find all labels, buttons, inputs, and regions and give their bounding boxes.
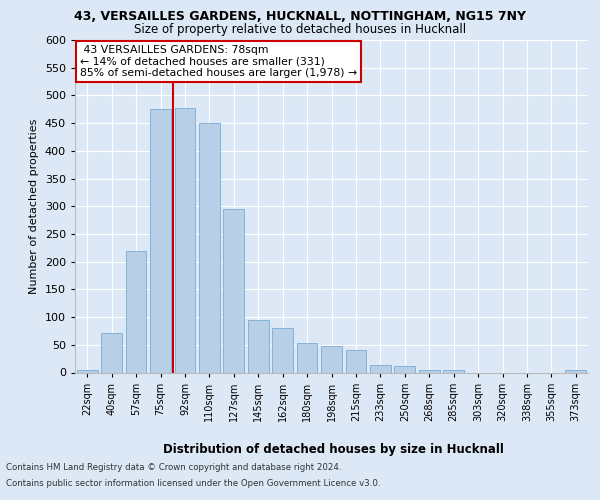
Text: Size of property relative to detached houses in Hucknall: Size of property relative to detached ho…	[134, 22, 466, 36]
Bar	[296, 343, 317, 372]
Bar	[565, 370, 586, 372]
Text: 43 VERSAILLES GARDENS: 78sqm
← 14% of detached houses are smaller (331)
85% of s: 43 VERSAILLES GARDENS: 78sqm ← 14% of de…	[80, 45, 357, 78]
Bar	[125, 250, 146, 372]
Bar	[346, 350, 367, 372]
Bar	[370, 366, 391, 372]
Bar	[248, 320, 269, 372]
Text: Contains HM Land Registry data © Crown copyright and database right 2024.: Contains HM Land Registry data © Crown c…	[6, 464, 341, 472]
Y-axis label: Number of detached properties: Number of detached properties	[29, 118, 39, 294]
Bar	[321, 346, 342, 372]
Bar	[443, 370, 464, 372]
Bar	[199, 123, 220, 372]
Bar	[272, 328, 293, 372]
Bar	[77, 370, 98, 372]
Text: 43, VERSAILLES GARDENS, HUCKNALL, NOTTINGHAM, NG15 7NY: 43, VERSAILLES GARDENS, HUCKNALL, NOTTIN…	[74, 10, 526, 23]
Bar	[394, 366, 415, 372]
Bar	[419, 370, 440, 372]
Bar	[150, 110, 171, 372]
Text: Contains public sector information licensed under the Open Government Licence v3: Contains public sector information licen…	[6, 478, 380, 488]
Text: Distribution of detached houses by size in Hucknall: Distribution of detached houses by size …	[163, 442, 503, 456]
Bar	[175, 108, 196, 372]
Bar	[101, 332, 122, 372]
Bar	[223, 209, 244, 372]
